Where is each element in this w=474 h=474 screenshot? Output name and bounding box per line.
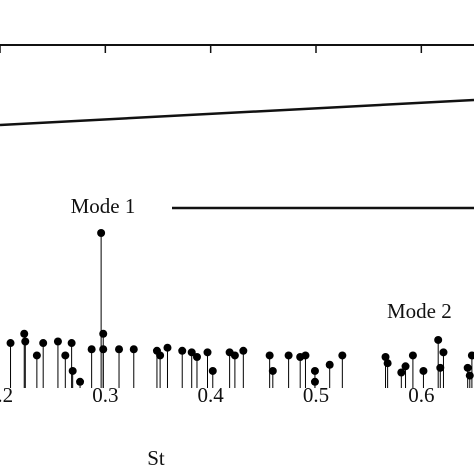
annotation: Mode 1 bbox=[71, 194, 136, 218]
stem-marker bbox=[115, 345, 124, 354]
x-tick-label: 0.4 bbox=[198, 383, 225, 407]
stem-marker bbox=[434, 335, 443, 344]
upper-panel-line bbox=[0, 98, 474, 127]
stem-marker bbox=[178, 346, 187, 355]
stem-marker bbox=[284, 351, 293, 360]
stem-marker bbox=[383, 359, 392, 368]
stem-marker bbox=[87, 345, 96, 354]
stem-marker bbox=[268, 366, 277, 375]
stem-marker bbox=[381, 353, 390, 361]
stem-marker bbox=[20, 329, 29, 338]
stem-marker bbox=[53, 337, 62, 346]
stem-marker bbox=[301, 351, 310, 360]
x-tick-label: 0.5 bbox=[303, 383, 329, 407]
stem-marker bbox=[39, 339, 48, 348]
stem-marker bbox=[230, 351, 239, 360]
stem-marker bbox=[310, 366, 319, 375]
stem-marker bbox=[467, 351, 474, 360]
stem-marker bbox=[239, 346, 248, 355]
stem-marker bbox=[465, 371, 474, 380]
stem-marker bbox=[192, 353, 201, 361]
x-tick-label: 0.6 bbox=[408, 383, 434, 407]
stem-marker bbox=[99, 329, 108, 338]
stem-marker bbox=[156, 351, 165, 360]
annotation: Mode 2 bbox=[387, 299, 452, 323]
stem-marker bbox=[463, 363, 472, 372]
stem-marker bbox=[68, 366, 77, 375]
stem-marker bbox=[187, 348, 196, 357]
stem-marker bbox=[208, 366, 217, 375]
stem-marker bbox=[338, 351, 347, 360]
x-tick-label: 0.3 bbox=[92, 383, 118, 407]
stem-marker bbox=[265, 351, 274, 360]
x-axis-label: St bbox=[147, 446, 165, 470]
stem-marker bbox=[419, 366, 428, 375]
stem-marker bbox=[408, 351, 417, 360]
stem-marker bbox=[97, 229, 106, 237]
stem-marker bbox=[310, 377, 319, 386]
stem-marker bbox=[32, 351, 41, 360]
stem-marker bbox=[76, 377, 85, 386]
stem-marker bbox=[203, 348, 212, 357]
x-tick-label: 0.2 bbox=[0, 383, 13, 407]
stem-marker bbox=[163, 343, 172, 352]
stem-marker bbox=[439, 348, 448, 357]
stem-marker bbox=[99, 345, 108, 354]
stem-marker bbox=[129, 345, 138, 354]
stem-marker bbox=[325, 360, 334, 369]
stem-marker bbox=[397, 368, 406, 377]
stem-marker bbox=[61, 351, 70, 360]
stem-marker bbox=[436, 363, 445, 372]
stem-marker bbox=[401, 362, 410, 371]
stem-marker bbox=[21, 337, 30, 346]
stem-marker bbox=[67, 339, 76, 348]
stem-marker bbox=[6, 339, 15, 348]
